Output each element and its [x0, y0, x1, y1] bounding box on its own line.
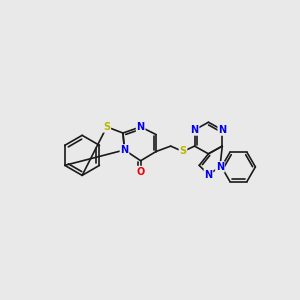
- Text: N: N: [216, 162, 224, 172]
- Text: N: N: [218, 125, 226, 135]
- Text: S: S: [179, 146, 187, 157]
- Text: N: N: [120, 145, 129, 155]
- Text: N: N: [136, 122, 145, 132]
- Text: N: N: [190, 125, 199, 135]
- Text: S: S: [103, 122, 110, 132]
- Text: N: N: [204, 169, 212, 180]
- Text: O: O: [136, 167, 145, 176]
